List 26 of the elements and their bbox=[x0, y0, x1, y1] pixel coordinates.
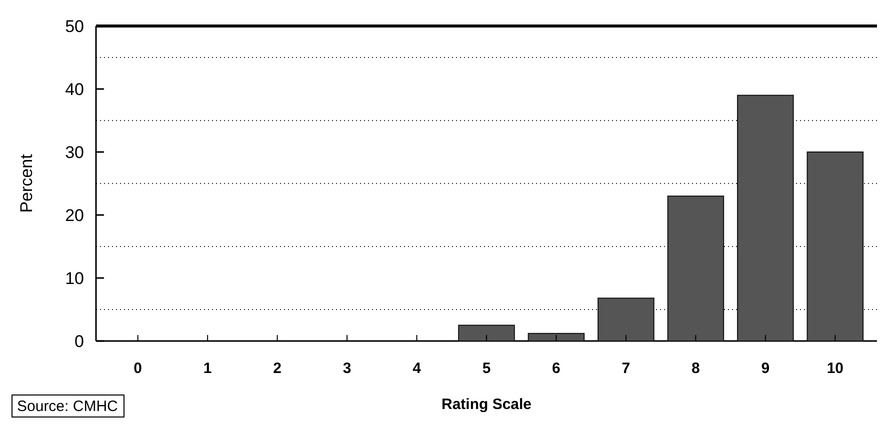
x-tick-label: 3 bbox=[342, 360, 352, 377]
y-tick-label: 50 bbox=[65, 16, 84, 36]
bar bbox=[598, 298, 654, 342]
source-note: Source: CMHC bbox=[17, 398, 118, 415]
x-tick-label: 6 bbox=[552, 360, 560, 377]
x-tick-label: 2 bbox=[273, 360, 282, 377]
y-tick-label: 20 bbox=[65, 206, 84, 225]
x-tick-label: 4 bbox=[412, 360, 422, 377]
y-axis-title: Percent bbox=[17, 154, 36, 213]
x-tick-label: 0 bbox=[134, 360, 142, 377]
x-tick-label: 8 bbox=[692, 360, 700, 377]
bar bbox=[737, 94, 794, 342]
y-tick-label: 0 bbox=[74, 332, 84, 351]
x-tick-label: 1 bbox=[203, 360, 212, 377]
bar bbox=[806, 152, 864, 342]
x-axis-title: Rating Scale bbox=[441, 396, 532, 413]
bar bbox=[528, 332, 585, 342]
x-tick-label: 7 bbox=[622, 360, 630, 377]
y-tick-label: 10 bbox=[65, 268, 84, 288]
bar bbox=[458, 324, 515, 342]
bar bbox=[667, 196, 724, 342]
x-tick-label: 10 bbox=[826, 360, 844, 377]
x-tick-label: 5 bbox=[482, 360, 491, 377]
x-tick-label: 9 bbox=[761, 360, 770, 377]
y-tick-label: 30 bbox=[65, 142, 84, 162]
y-tick-label: 40 bbox=[65, 80, 84, 99]
